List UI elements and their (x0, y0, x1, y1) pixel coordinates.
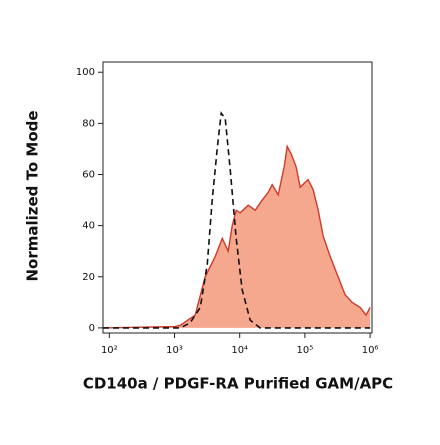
y-tick-label: 40 (82, 221, 95, 232)
y-tick-label: 20 (82, 272, 95, 283)
area-fill (103, 146, 371, 328)
y-axis-label: Normalized To Mode (24, 110, 42, 281)
y-tick-label: 100 (76, 67, 95, 78)
series-line (102, 144, 371, 329)
y-tick-label: 60 (82, 169, 95, 180)
y-tick-label: 0 (89, 323, 95, 334)
x-tick-label: 10⁶ (362, 345, 379, 356)
y-tick-label: 80 (82, 118, 95, 129)
x-tick-label: 10⁵ (297, 345, 314, 356)
x-tick-label: 10² (101, 345, 118, 356)
series-line (103, 111, 371, 329)
x-tick-label: 10³ (166, 345, 183, 356)
x-axis-label: CD140a / PDGF-RA Purified GAM/APC (83, 375, 393, 393)
x-tick-label: 10⁴ (231, 345, 248, 356)
plot-frame (102, 61, 373, 334)
